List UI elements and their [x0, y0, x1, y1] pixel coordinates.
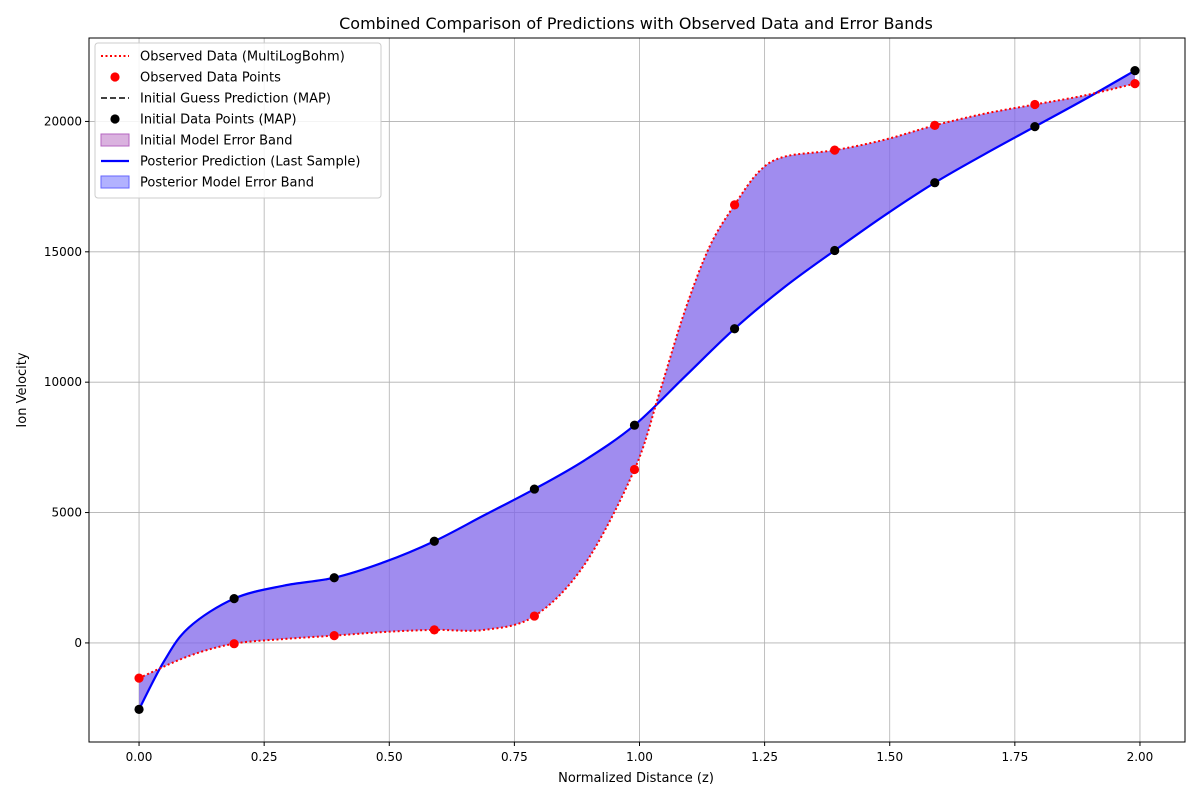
x-tick-label: 0.25 [251, 750, 278, 764]
initial-data-point [729, 324, 740, 334]
observed-data-point [134, 673, 144, 683]
legend-swatch [110, 114, 120, 124]
x-axis-ticks: 0.00 0.25 0.50 0.75 1.00 1.25 1.50 1.75 2.00 [126, 742, 1154, 764]
legend-entry-label: Observed Data Points [140, 71, 281, 86]
posterior-prediction-line [138, 69, 1136, 710]
legend-swatch [110, 72, 120, 82]
observed-data-point [1030, 99, 1040, 110]
legend-entry-label: Initial Guess Prediction (MAP) [140, 92, 331, 107]
initial-data-point [134, 704, 144, 715]
observed-data-point [629, 464, 640, 475]
legend-entry-label: Observed Data (MultiLogBohm) [140, 50, 345, 65]
legend-swatch [100, 175, 130, 189]
legend-swatch [100, 133, 130, 147]
legend-entry-label: Initial Model Error Band [140, 134, 292, 149]
y-tick-label: 15000 [44, 245, 82, 259]
y-tick-label: 20000 [44, 114, 82, 128]
initial-data-point [429, 536, 439, 546]
x-tick-label: 1.25 [751, 750, 778, 764]
observed-data-point [329, 631, 339, 641]
legend-entry-label: Initial Data Points (MAP) [140, 113, 297, 128]
initial-data-point [830, 245, 840, 256]
initial-data-point [1130, 65, 1140, 76]
initial-data-point [1030, 122, 1040, 132]
x-tick-label: 2.00 [1127, 750, 1154, 764]
legend-box [94, 42, 382, 199]
series-points [134, 65, 1140, 715]
legend-entry-label: Posterior Model Error Band [140, 176, 314, 191]
legend-entry-label: Posterior Prediction (Last Sample) [140, 155, 360, 170]
observed-data-point [830, 145, 840, 155]
x-axis-label: Normalized Distance (z) [558, 771, 714, 786]
x-tick-label: 1.50 [876, 750, 903, 764]
plot-frame [88, 37, 1186, 743]
x-tick-label: 0.00 [126, 750, 153, 764]
observed-data-point [1130, 79, 1140, 89]
x-tick-label: 1.75 [1001, 750, 1028, 764]
initial-data-point [930, 178, 940, 188]
y-tick-label: 0 [74, 636, 82, 650]
observed-data-point [930, 120, 940, 130]
y-axis-label: Ion Velocity [15, 352, 30, 427]
initial-data-point [529, 484, 540, 494]
x-tick-label: 1.00 [626, 750, 653, 764]
observed-data-point [529, 611, 540, 621]
chart-title: Combined Comparison of Predictions with … [339, 14, 933, 33]
legend: Observed Data (MultiLogBohm) Observed Dat… [94, 42, 382, 199]
x-tick-label: 0.75 [501, 750, 528, 764]
observed-data-point [729, 200, 740, 210]
y-tick-label: 10000 [44, 375, 82, 389]
initial-data-point [229, 593, 239, 604]
observed-data-point [229, 639, 239, 649]
y-tick-label: 5000 [51, 506, 82, 520]
x-tick-label: 0.50 [376, 750, 403, 764]
y-axis-ticks: 0 5000 10000 15000 20000 [44, 114, 89, 650]
observed-data-point [429, 625, 439, 635]
initial-data-point [329, 573, 339, 583]
initial-data-point [629, 420, 640, 430]
